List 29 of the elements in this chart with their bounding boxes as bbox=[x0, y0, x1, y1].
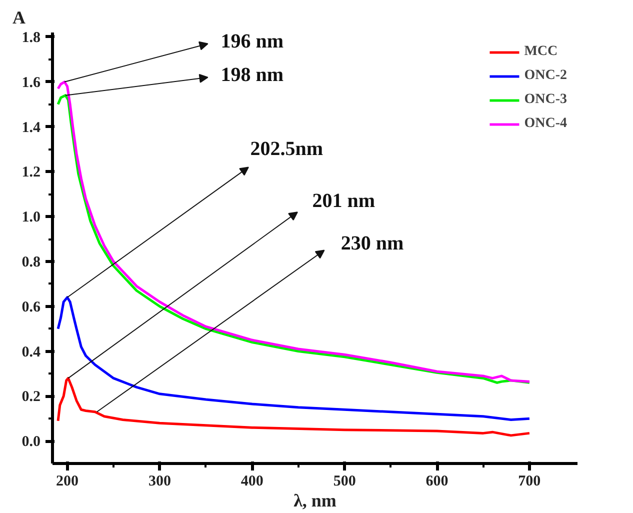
legend-label: ONC-4 bbox=[524, 116, 567, 132]
x-tick-label: 600 bbox=[426, 474, 448, 490]
line-series bbox=[56, 296, 531, 421]
x-tick-label: 700 bbox=[518, 474, 541, 490]
y-tick-label: 0.8 bbox=[22, 254, 40, 270]
annotation: 202.5nm bbox=[250, 138, 324, 160]
y-tick-label: 1.8 bbox=[22, 30, 40, 46]
annotation: 198 nm bbox=[220, 64, 284, 86]
y-tick-label: 1.2 bbox=[22, 164, 40, 181]
y-tick-label: 1.6 bbox=[22, 74, 41, 91]
x-axis-title: λ, nm bbox=[294, 490, 336, 510]
x-tick-label: 400 bbox=[240, 474, 264, 490]
y-tick-label: 1.0 bbox=[22, 210, 40, 226]
legend-label: MCC bbox=[524, 44, 558, 60]
legend-label: ONC-2 bbox=[524, 68, 567, 84]
y-axis-title: A bbox=[12, 8, 26, 28]
annotation: 230 nm bbox=[340, 232, 404, 255]
y-tick-label: 0.2 bbox=[22, 389, 40, 406]
y-tick-label: 1.4 bbox=[22, 120, 41, 136]
legend-label: ONC-3 bbox=[524, 92, 567, 108]
x-tick-label: 200 bbox=[56, 474, 79, 490]
annotation: 201 nm bbox=[312, 190, 376, 212]
annotation: 196 nm bbox=[220, 30, 284, 52]
x-tick-label: 300 bbox=[148, 474, 171, 490]
line-series bbox=[56, 376, 531, 437]
x-tick-label: 500 bbox=[333, 474, 356, 490]
y-tick-label: 0.0 bbox=[22, 434, 40, 450]
y-tick-label: 0.6 bbox=[22, 299, 41, 316]
y-tick-label: 0.4 bbox=[22, 344, 41, 360]
